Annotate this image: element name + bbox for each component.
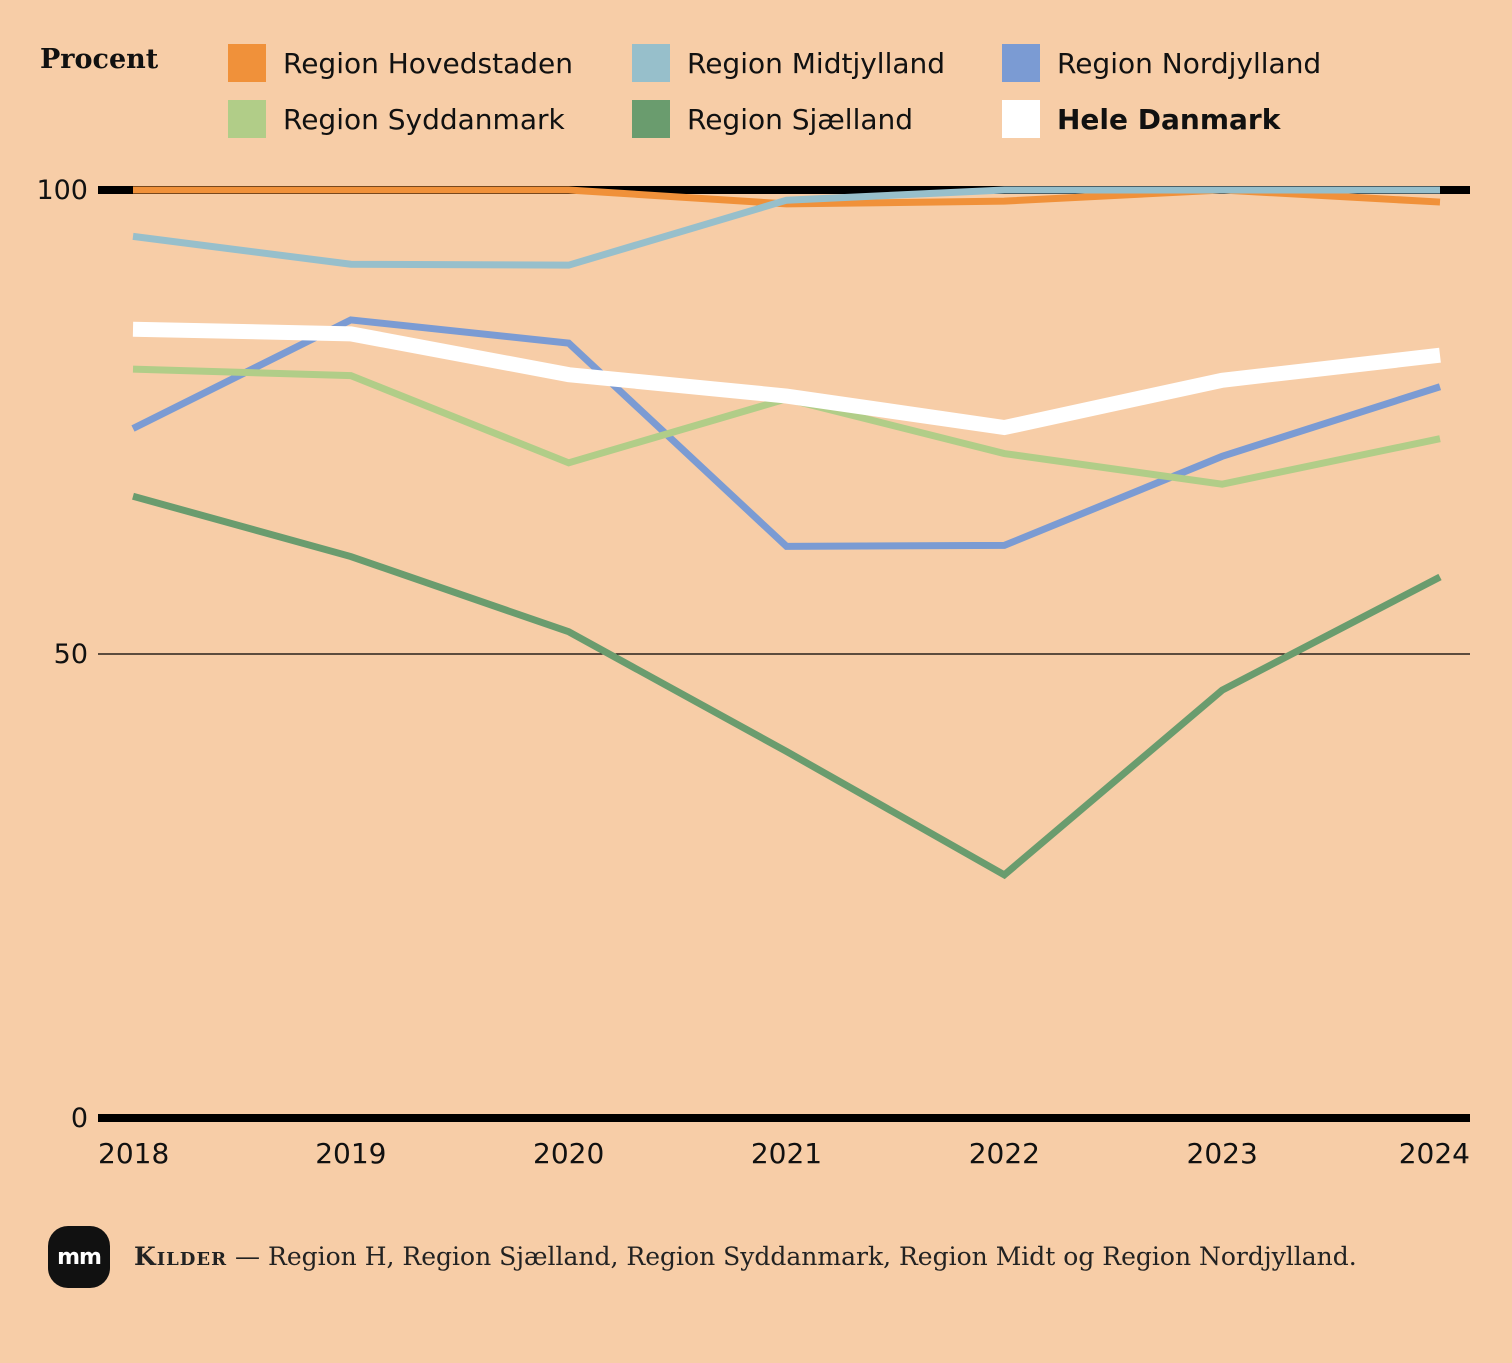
legend-label: Region Sjælland	[687, 102, 914, 136]
legend-item: Region Sjælland	[632, 99, 913, 139]
y-axis-title: Procent	[40, 44, 159, 75]
legend-swatch	[228, 100, 266, 138]
x-tick-label: 2020	[533, 1137, 604, 1170]
legend-item: Region Midtjylland	[632, 43, 945, 83]
source-text: Region H, Region Sjælland, Region Syddan…	[268, 1242, 1357, 1271]
legend-label: Region Midtjylland	[687, 46, 946, 80]
x-tick-label: 2023	[1187, 1137, 1258, 1170]
series-line-hele-danmark	[132, 321, 1441, 436]
mm-logo: mm	[48, 1226, 110, 1288]
legend-swatch	[1002, 44, 1040, 82]
series-line-region-nordjylland	[131, 316, 1442, 550]
x-tick-label: 2019	[315, 1137, 386, 1170]
source-separator: —	[227, 1242, 268, 1271]
source-label: Kilder	[134, 1242, 228, 1271]
legend-swatch	[632, 100, 670, 138]
x-tick-label: 2021	[751, 1137, 822, 1170]
legend-label: Region Hovedstaden	[283, 46, 573, 80]
legend-item: Region Hovedstaden	[228, 43, 573, 83]
series-lines	[131, 186, 1442, 880]
legend-swatch	[228, 44, 266, 82]
legend-item: Region Syddanmark	[228, 99, 565, 139]
source-note: Kilder — Region H, Region Sjælland, Regi…	[134, 1240, 1434, 1274]
y-tick-label: 100	[36, 175, 88, 206]
legend-swatch	[632, 44, 670, 82]
series-line-region-syddanmark	[132, 365, 1441, 488]
y-tick-label: 50	[54, 639, 88, 670]
series-line-region-sjælland	[132, 492, 1442, 880]
x-tick-label: 2022	[969, 1137, 1040, 1170]
legend-swatch	[1002, 100, 1040, 138]
series-line-region-midtjylland	[132, 186, 1440, 269]
legend-label: Region Nordjylland	[1057, 46, 1322, 80]
legend-label: Hele Danmark	[1057, 102, 1281, 136]
x-tick-label: 2018	[98, 1137, 169, 1170]
axis-tick-labels: 0 50 100 2018 2019 2020 2021 2022 2023 2024	[36, 175, 1470, 1170]
legend-item: Region Nordjylland	[1002, 43, 1321, 83]
x-tick-label: 2024	[1399, 1137, 1470, 1170]
legend-label: Region Syddanmark	[283, 102, 565, 136]
legend-item: Hele Danmark	[1002, 99, 1280, 139]
y-tick-label: 0	[71, 1103, 88, 1134]
